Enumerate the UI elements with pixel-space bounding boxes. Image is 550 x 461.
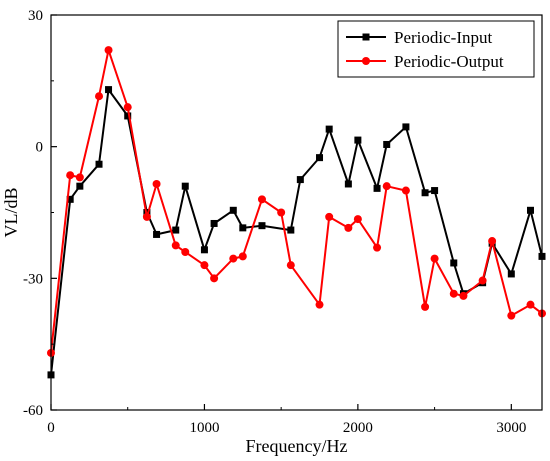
data-point — [66, 171, 75, 180]
data-point — [478, 276, 487, 285]
legend: Periodic-Input Periodic-Output — [337, 20, 535, 78]
data-point — [124, 112, 132, 120]
data-point — [229, 206, 237, 214]
legend-item: Periodic-Input — [346, 28, 492, 47]
data-point — [239, 224, 247, 232]
legend-marker — [362, 33, 370, 41]
data-point — [95, 160, 103, 168]
data-point — [526, 206, 534, 214]
legend-label: Periodic-Output — [394, 52, 504, 71]
x-axis-title: Frequency/Hz — [246, 436, 348, 456]
data-point — [287, 226, 295, 234]
data-point — [95, 92, 104, 101]
data-point — [123, 103, 132, 112]
y-tick-label: -60 — [23, 403, 43, 419]
data-point — [354, 136, 362, 144]
y-tick-label: 0 — [36, 140, 44, 156]
data-point — [142, 212, 151, 221]
data-point — [325, 125, 333, 133]
data-point — [373, 243, 382, 252]
data-point — [449, 289, 458, 298]
data-point — [325, 212, 334, 221]
data-point — [171, 241, 180, 250]
data-point — [344, 180, 352, 188]
legend-marker — [362, 57, 370, 65]
ticks-layer: 0 1000 2000 3000 30 0 -30 -60 — [23, 8, 526, 436]
data-point — [296, 176, 304, 184]
data-point — [286, 261, 295, 270]
data-point — [153, 230, 161, 238]
data-point — [315, 300, 324, 309]
data-point — [421, 302, 430, 311]
x-tick-label: 3000 — [496, 420, 526, 436]
series-layer — [47, 46, 546, 379]
data-point — [105, 86, 113, 94]
data-point — [526, 300, 535, 309]
data-point — [450, 259, 458, 267]
data-point — [430, 254, 439, 263]
legend-box — [337, 20, 535, 78]
data-point — [488, 237, 497, 246]
x-tick-label: 1000 — [189, 420, 219, 436]
data-point — [344, 223, 353, 232]
data-point — [238, 252, 247, 261]
legend-label: Periodic-Input — [394, 28, 492, 47]
data-point — [402, 123, 410, 131]
data-point — [75, 173, 84, 182]
data-point — [257, 195, 266, 204]
series-0 — [47, 86, 546, 379]
data-point — [181, 248, 190, 256]
data-point — [277, 208, 286, 217]
data-point — [210, 219, 218, 227]
data-point — [200, 261, 209, 270]
data-point — [316, 154, 324, 162]
data-point — [229, 254, 238, 263]
data-point — [421, 189, 429, 197]
data-point — [383, 140, 391, 148]
data-point — [181, 182, 189, 190]
data-point — [210, 274, 219, 283]
data-point — [172, 226, 180, 234]
y-tick-label: -30 — [23, 271, 43, 287]
data-point — [382, 182, 391, 191]
data-point — [152, 179, 161, 188]
data-point — [104, 46, 113, 55]
series-line — [50, 88, 543, 376]
legend-item: Periodic-Output — [346, 52, 504, 71]
data-point — [76, 182, 84, 190]
data-point — [353, 215, 362, 224]
y-axis-title: VL/dB — [1, 187, 21, 237]
data-point — [507, 311, 516, 320]
data-point — [258, 222, 266, 230]
data-point — [459, 291, 468, 300]
data-point — [66, 195, 74, 203]
series-1 — [47, 46, 546, 357]
y-tick-label: 30 — [28, 8, 43, 24]
data-point — [373, 184, 381, 192]
data-point — [507, 270, 515, 278]
data-point — [200, 246, 208, 254]
x-tick-label: 2000 — [343, 420, 373, 436]
x-tick-label: 0 — [47, 420, 55, 436]
data-point — [401, 186, 410, 195]
data-point — [431, 187, 439, 195]
